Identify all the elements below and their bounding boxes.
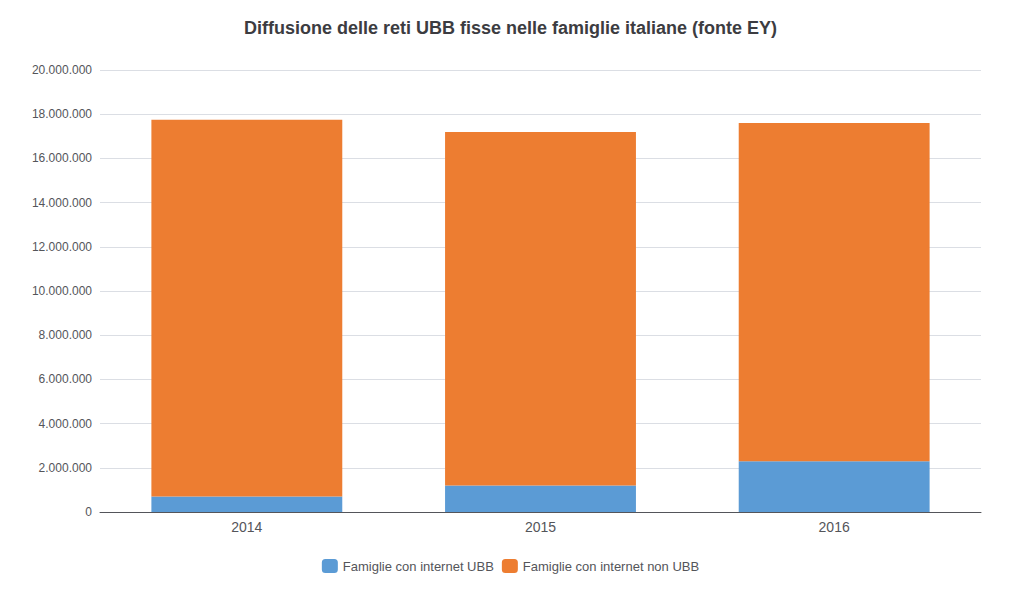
svg-text:Famiglie con internet UBB: Famiglie con internet UBB (343, 559, 494, 574)
svg-text:10.000.000: 10.000.000 (32, 284, 92, 298)
svg-text:2016: 2016 (819, 519, 850, 535)
svg-text:4.000.000: 4.000.000 (39, 417, 93, 431)
svg-text:2015: 2015 (525, 519, 556, 535)
svg-text:6.000.000: 6.000.000 (39, 372, 93, 386)
svg-text:0: 0 (85, 505, 92, 519)
svg-text:Famiglie con internet non UBB: Famiglie con internet non UBB (523, 559, 699, 574)
svg-text:2014: 2014 (231, 519, 262, 535)
svg-text:8.000.000: 8.000.000 (39, 328, 93, 342)
svg-text:Diffusione delle reti UBB fiss: Diffusione delle reti UBB fisse nelle fa… (244, 18, 777, 38)
svg-text:2.000.000: 2.000.000 (39, 461, 93, 475)
svg-text:12.000.000: 12.000.000 (32, 240, 92, 254)
svg-text:18.000.000: 18.000.000 (32, 107, 92, 121)
svg-text:20.000.000: 20.000.000 (32, 63, 92, 77)
svg-text:14.000.000: 14.000.000 (32, 196, 92, 210)
svg-text:16.000.000: 16.000.000 (32, 151, 92, 165)
